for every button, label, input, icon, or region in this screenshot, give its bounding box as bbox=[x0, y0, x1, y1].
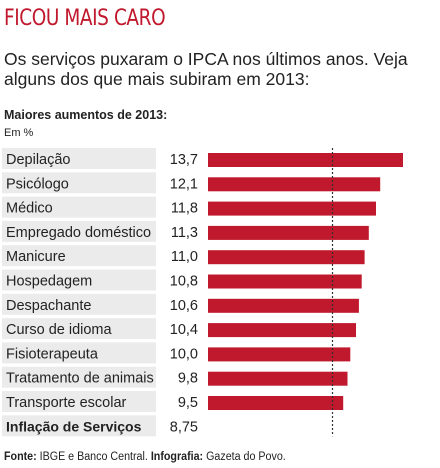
chart-unit-label: Em % bbox=[4, 127, 34, 139]
category-band bbox=[2, 245, 156, 267]
category-band bbox=[2, 148, 156, 169]
value-label: 12,1 bbox=[170, 176, 198, 192]
value-label: 9,5 bbox=[178, 395, 198, 411]
category-band bbox=[2, 293, 156, 315]
category-label: Psicólogo bbox=[6, 176, 69, 192]
bar bbox=[208, 396, 344, 410]
value-label: 10,6 bbox=[170, 298, 198, 314]
category-band bbox=[2, 415, 156, 437]
source-label: Fonte: bbox=[4, 451, 37, 463]
value-label: 10,4 bbox=[170, 322, 198, 338]
bar bbox=[208, 371, 348, 386]
category-label: Depilação bbox=[6, 152, 71, 168]
credit-text: Gazeta do Povo. bbox=[203, 451, 286, 463]
category-label: Curso de idioma bbox=[6, 322, 113, 338]
category-label: Transporte escolar bbox=[6, 395, 127, 411]
category-band bbox=[2, 196, 156, 218]
category-band bbox=[2, 318, 156, 340]
category-label: Manicure bbox=[6, 249, 66, 265]
category-band bbox=[2, 391, 156, 412]
category-label: Fisioterapeuta bbox=[6, 346, 99, 362]
footer-source: Fonte: IBGE e Banco Central. Infografia:… bbox=[4, 451, 286, 463]
value-label: 10,0 bbox=[170, 346, 198, 362]
category-label: Empregado doméstico bbox=[6, 225, 151, 241]
source-text: IBGE e Banco Central. bbox=[36, 451, 151, 463]
value-label: 9,8 bbox=[178, 371, 198, 387]
category-label: Tratamento de animais bbox=[6, 371, 154, 387]
bar bbox=[208, 347, 351, 362]
bar bbox=[208, 298, 359, 313]
bar bbox=[208, 153, 403, 167]
category-band bbox=[2, 269, 156, 291]
category-band bbox=[2, 172, 156, 194]
bar bbox=[208, 274, 362, 289]
bar bbox=[208, 201, 376, 216]
category-band bbox=[2, 342, 156, 364]
bar bbox=[208, 250, 365, 265]
value-label: 11,3 bbox=[171, 225, 198, 241]
value-label: 10,8 bbox=[170, 274, 198, 290]
value-label: 11,0 bbox=[171, 249, 198, 265]
category-label: Despachante bbox=[6, 298, 91, 314]
category-band bbox=[2, 220, 156, 242]
chart-title: Maiores aumentos de 2013: bbox=[4, 108, 168, 122]
category-label: Inflação de Serviços bbox=[6, 418, 142, 434]
credit-label: Infografia: bbox=[150, 451, 204, 463]
bar bbox=[208, 177, 381, 192]
category-band bbox=[2, 366, 156, 388]
category-label: Médico bbox=[6, 201, 53, 217]
value-label: 13,7 bbox=[170, 152, 198, 168]
bar bbox=[208, 225, 369, 240]
category-label: Hospedagem bbox=[6, 274, 92, 290]
bar bbox=[208, 323, 356, 338]
page-subtitle: Os serviços puxaram o IPCA nos últimos a… bbox=[4, 49, 408, 89]
value-label: 11,8 bbox=[171, 201, 198, 217]
value-label: 8,75 bbox=[170, 419, 198, 435]
page-title: FICOU MAIS CARO bbox=[4, 6, 166, 31]
